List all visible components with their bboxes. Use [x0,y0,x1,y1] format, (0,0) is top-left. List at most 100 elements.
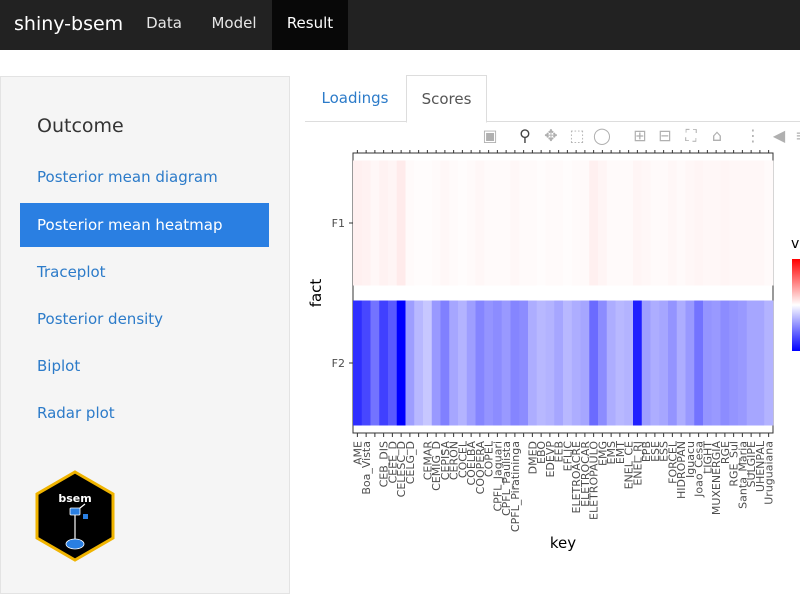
heatmap-cell [396,160,406,286]
heatmap-cell [711,300,721,426]
x-axis-label: key [550,534,576,552]
heatmap-cell [484,160,494,286]
x-tick-label: Joao_Cesa [693,441,706,498]
x-tick-label: CELG_D [404,441,417,484]
heatmap-cell [370,160,380,286]
heatmap-cell [729,160,739,286]
x-tick-label: EPB [640,441,653,462]
logo-text: bsem [58,492,91,505]
heatmap-cell [764,160,774,286]
heatmap-cell [501,300,511,426]
heatmap-cell [361,160,371,286]
heatmap-cell [458,300,468,426]
heatmap-cell [519,160,529,286]
heatmap-cell [571,160,581,286]
lasso-select-icon[interactable]: ◯ [593,126,611,145]
x-tick-label: CERON [448,441,461,480]
nav-model[interactable]: Model [211,14,257,32]
x-tick-label: MUXENERGIA [710,441,723,516]
x-tick-label: ELETROPAULO [588,441,601,520]
autoscale-icon[interactable]: ⛶ [685,126,697,145]
heatmap-cell [423,300,433,426]
reset-axes-icon[interactable]: ⌂ [711,126,723,145]
heatmap-cell [589,160,599,286]
heatmap-cell [694,300,704,426]
heatmap-cell [711,160,721,286]
heatmap-cell [746,160,756,286]
heatmap-cell [431,160,441,286]
pan-icon[interactable]: ✥ [544,126,558,145]
heatmap-cell [510,160,520,286]
plot-modebar: ▣ ⚲ ✥ ⬚ ◯ ⊞ ⊟ ⛶ ⌂ ⋮ ◀ ≡ [478,126,800,148]
y-axis-label: fact [307,279,325,308]
box-select-icon[interactable]: ⬚ [569,126,585,145]
heatmap-cell [755,300,765,426]
heatmap-cell [746,300,756,426]
heatmap-cell [554,160,564,286]
heatmap-cell [449,160,459,286]
heatmap-cell [414,300,424,426]
heatmap-cell [414,160,424,286]
x-tick-label: COPEL [483,440,496,477]
x-tick-label: CEPISA [439,441,452,481]
heatmap-cell [379,300,389,426]
app-brand[interactable]: shiny-bsem [14,13,124,35]
heatmap-cell [493,160,503,286]
camera-icon[interactable]: ▣ [482,126,498,145]
tab-loadings[interactable]: Loadings [321,89,389,107]
spike-lines-icon[interactable]: ⋮ [745,126,761,145]
sidebar-item-traceplot[interactable]: Traceplot [37,263,106,281]
zoom-icon[interactable]: ⚲ [519,126,531,145]
y-tick-label: F1 [332,217,345,230]
sidebar-item-posterior-mean-diagram[interactable]: Posterior mean diagram [37,168,218,186]
tab-scores[interactable]: Scores [406,75,487,123]
nav-data[interactable]: Data [146,14,182,32]
hover-closest-icon[interactable]: ◀ [772,126,786,145]
x-tick-label: CEB_DIS [378,441,391,487]
heatmap-cell [729,300,739,426]
sidebar-item-posterior-mean-heatmap[interactable]: Posterior mean heatmap [20,203,269,247]
heatmap-cell [580,300,590,426]
zoom-in-icon[interactable]: ⊞ [633,126,647,145]
heatmap-cell [536,300,546,426]
sidebar-item-radar-plot[interactable]: Radar plot [37,404,115,422]
heatmap-cell [720,160,730,286]
x-tick-label: CELESC_D [395,441,408,497]
hover-compare-icon[interactable]: ≡ [792,126,800,146]
heatmap-cell [458,160,468,286]
sidebar-panel: Outcome Posterior mean diagram Posterior… [0,76,290,594]
heatmap-cell [396,300,406,426]
heatmap-cell [764,300,774,426]
heatmap-cell [484,300,494,426]
heatmap-cell [388,300,398,426]
x-tick-label: EDEVP [544,441,557,478]
legend-title: v [791,236,799,252]
x-tick-label: Iguacu [684,441,697,478]
heatmap-cell [554,300,564,426]
x-tick-label: EFLJC [561,441,574,472]
heatmap-cell [694,160,704,286]
heatmap-cell [703,160,713,286]
heatmap-cell [440,160,450,286]
heatmap-cell [449,300,459,426]
result-tabs: Loadings Scores [305,75,800,123]
x-tick-label: ENEL_CE [623,441,636,489]
heatmap-cell [685,300,695,426]
heatmap-cell [755,160,765,286]
heatmap-cell [440,300,450,426]
heatmap-cell [493,300,503,426]
heatmap-cell [466,160,476,286]
heatmap-cell [589,300,599,426]
heatmap-cell [475,160,485,286]
heatmap-cell [606,300,616,426]
nav-result[interactable]: Result [272,0,348,50]
sidebar-item-posterior-density[interactable]: Posterior density [37,310,164,328]
zoom-out-icon[interactable]: ⊟ [658,126,672,145]
x-tick-label: ELETROACRE [570,441,583,514]
heatmap-cell [370,300,380,426]
heatmap-cell [641,160,651,286]
heatmap-cell [353,300,363,426]
x-tick-label: ENEL_RJ [631,441,644,486]
sidebar-item-biplot[interactable]: Biplot [37,357,81,375]
